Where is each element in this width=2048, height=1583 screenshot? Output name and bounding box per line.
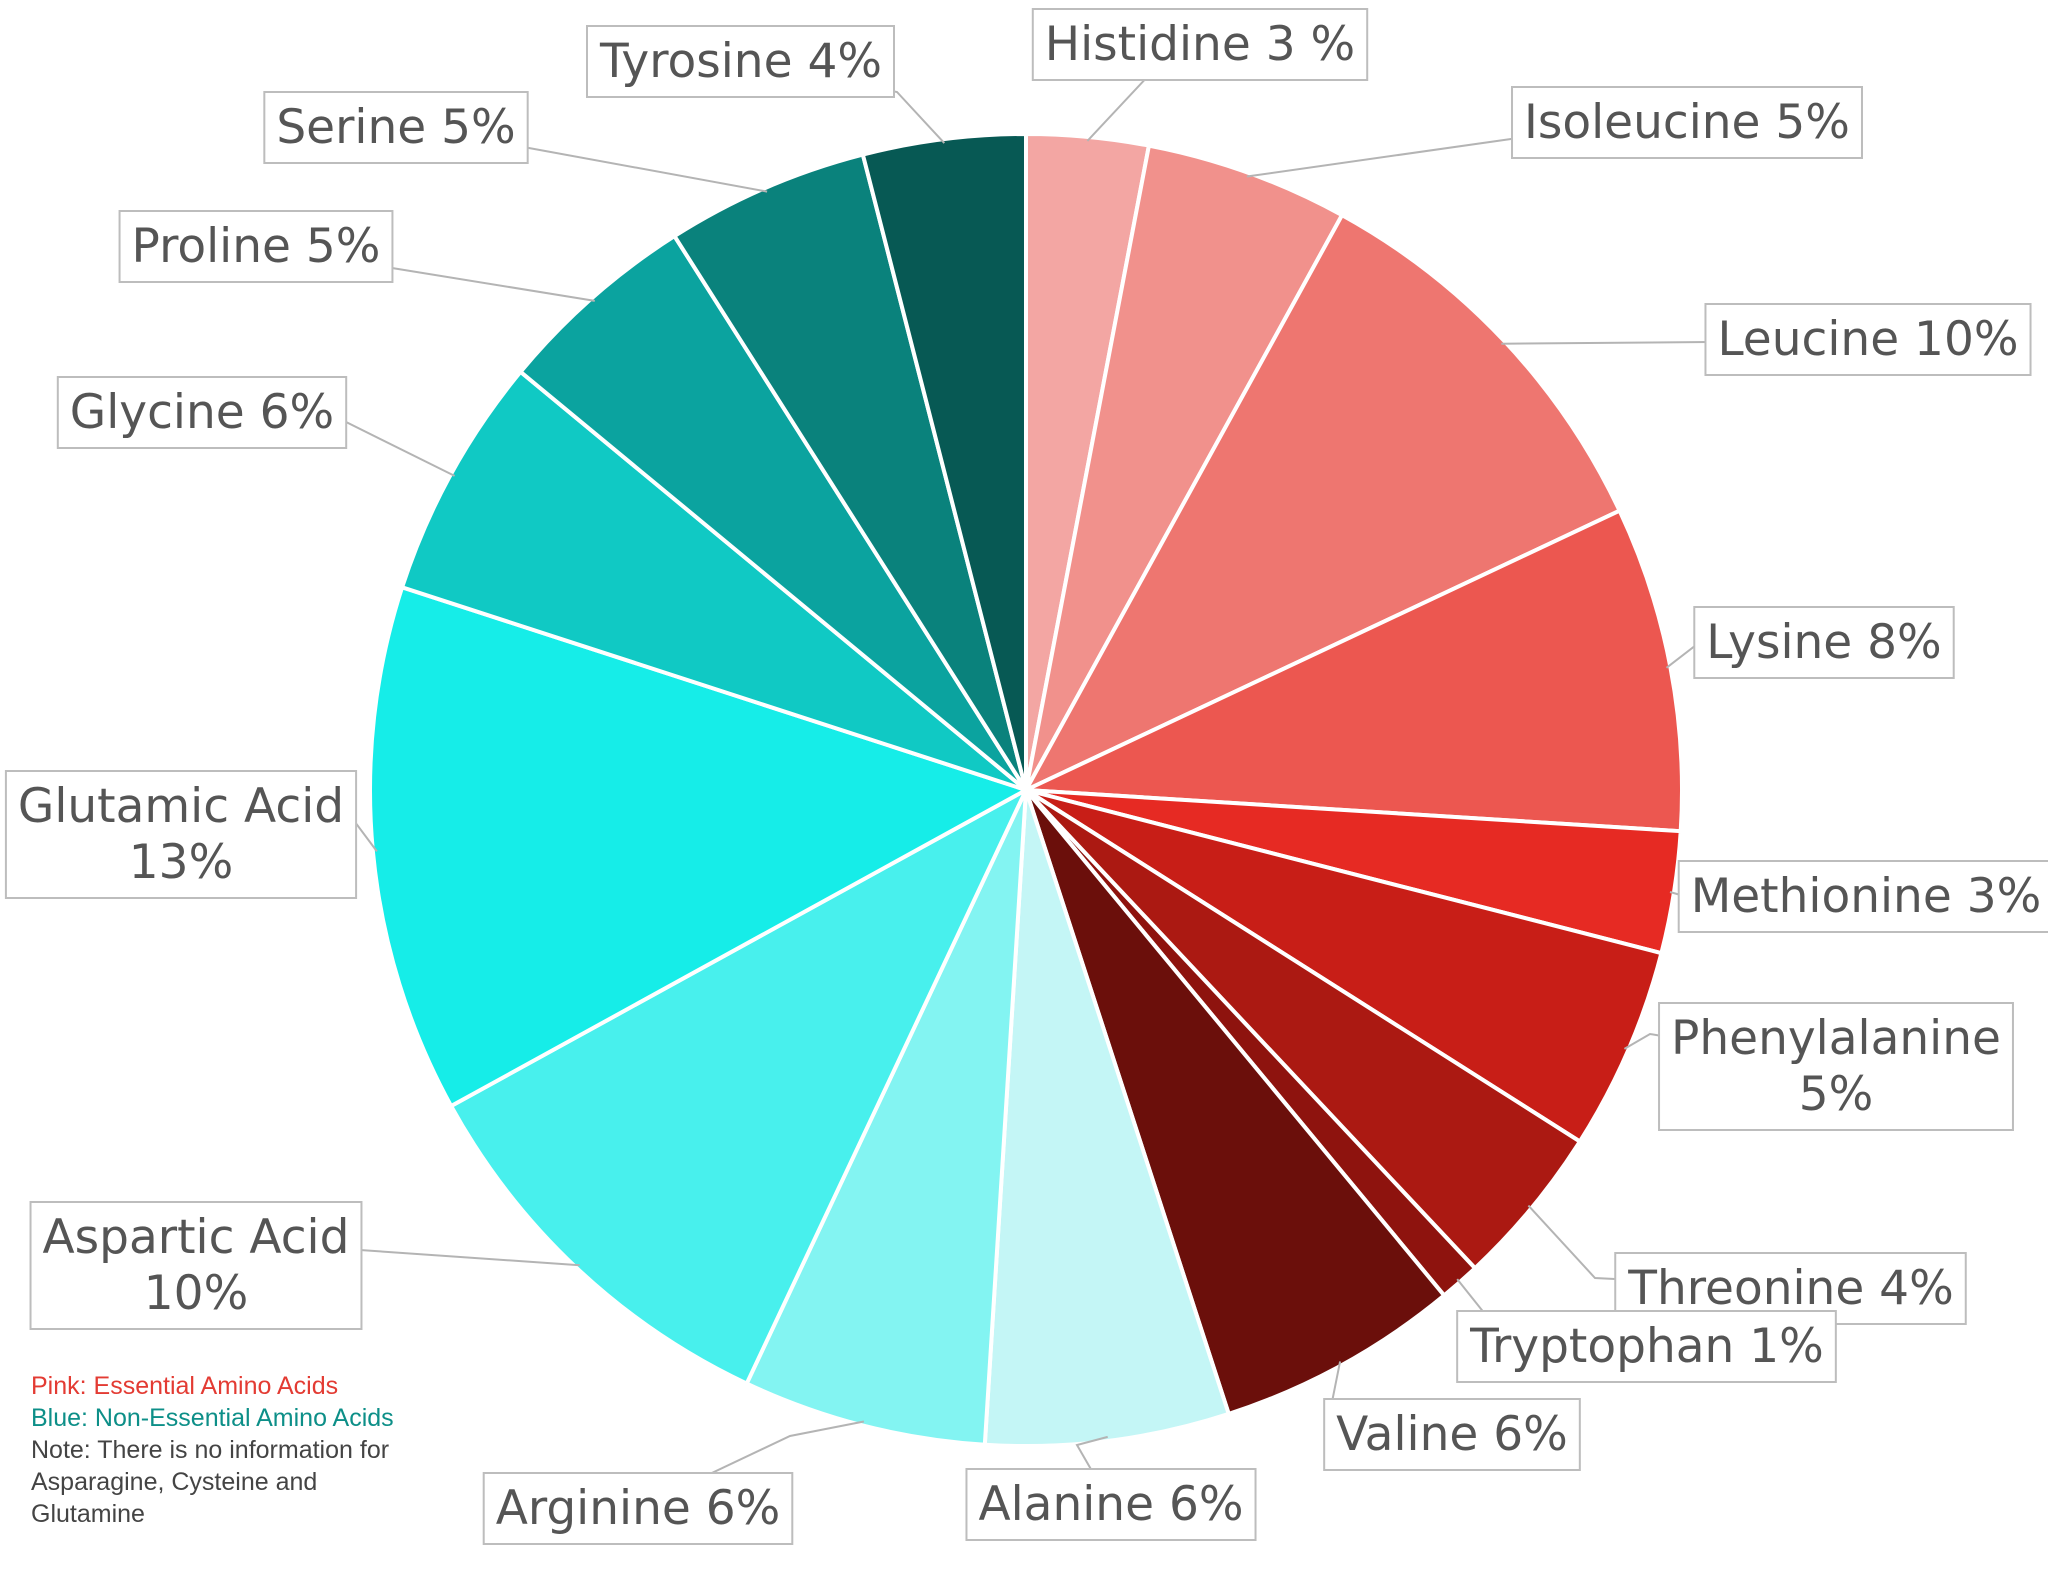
slice-label: Tryptophan 1% — [1456, 1310, 1837, 1383]
slice-label-text: Arginine 6% — [496, 1481, 781, 1536]
slice-label-text: Tyrosine 4% — [599, 34, 882, 89]
label-box — [118, 210, 394, 283]
label-box — [263, 91, 529, 164]
label-box — [1658, 1002, 2014, 1131]
slice-label: Serine 5% — [263, 91, 529, 164]
label-box — [965, 1468, 1257, 1541]
slice-label-text: Alanine 6% — [978, 1477, 1243, 1532]
label-box — [1456, 1310, 1837, 1383]
slice-label-text: Aspartic Acid 10% — [43, 1210, 350, 1321]
slice-label-text: Histidine 3 % — [1045, 17, 1355, 72]
pie-slice — [1024, 788, 1447, 1417]
label-box — [4, 770, 358, 899]
label-box — [1323, 1398, 1581, 1471]
slice-label: Alanine 6% — [965, 1468, 1257, 1541]
slice-label: Valine 6% — [1323, 1398, 1581, 1471]
slice-label: Methionine 3% — [1677, 860, 2048, 933]
note-essential: Pink: Essential Amino Acids — [31, 1372, 339, 1400]
slice-label: Glycine 6% — [56, 376, 348, 449]
label-box — [1677, 860, 2048, 933]
slice-label: Leucine 10% — [1704, 303, 2032, 376]
pie-slice — [982, 789, 1232, 1449]
label-box — [29, 1201, 363, 1330]
label-box — [1693, 606, 1955, 679]
slice-label: Proline 5% — [118, 210, 394, 283]
pie-slice — [1021, 212, 1623, 795]
slice-label-text: Phenylalanine 5% — [1671, 1011, 2001, 1122]
label-box — [1704, 303, 2032, 376]
pie-slice — [671, 152, 1028, 792]
label-box — [56, 376, 348, 449]
slice-label: Lysine 8% — [1693, 606, 1955, 679]
slice-label: Isoleucine 5% — [1511, 86, 1863, 159]
slice-label-text: Glycine 6% — [70, 385, 334, 440]
pie-slice — [517, 233, 1028, 792]
slice-label-text: Methionine 3% — [1691, 869, 2042, 924]
pie-slice — [368, 584, 1032, 1109]
pie-slices — [368, 131, 1685, 1449]
slice-label-text: Leucine 10% — [1717, 312, 2018, 367]
label-box — [1031, 8, 1369, 81]
slice-label-text: Isoleucine 5% — [1524, 95, 1850, 150]
chart-notes: Pink: Essential Amino Acids Blue: Non-Es… — [31, 1370, 431, 1530]
slice-label-text: Tryptophan 1% — [1469, 1319, 1824, 1374]
slice-label: Tyrosine 4% — [586, 25, 895, 98]
note-missing-info: Note: There is no information for Aspara… — [31, 1436, 390, 1528]
slice-label-text: Proline 5% — [132, 219, 381, 274]
slice-label-text: Threonine 4% — [1627, 1261, 1954, 1316]
pie-slice — [744, 789, 1028, 1447]
slice-label: Phenylalanine 5% — [1658, 1002, 2014, 1131]
label-box — [1511, 86, 1863, 159]
slice-label: Glutamic Acid 13% — [4, 770, 358, 899]
slice-label: Arginine 6% — [482, 1472, 794, 1545]
slice-label-text: Lysine 8% — [1706, 615, 1941, 670]
pie-slice — [1024, 788, 1664, 1145]
slice-label: Aspartic Acid 10% — [29, 1201, 363, 1330]
pie-slice — [1024, 143, 1345, 791]
pie-slice — [448, 785, 1031, 1387]
label-box — [482, 1472, 794, 1545]
label-box — [586, 25, 895, 98]
slice-labels: Histidine 3 % Isoleucine 5% Leucine 10% Lys… — [4, 8, 2048, 1545]
slice-label: Histidine 3 % — [1031, 8, 1369, 81]
slice-label-text: Valine 6% — [1336, 1407, 1568, 1462]
pie-slice — [860, 131, 1028, 791]
pie-slice — [1025, 508, 1685, 834]
slice-label-text: Serine 5% — [276, 100, 515, 155]
note-non-essential: Blue: Non-Essential Amino Acids — [31, 1404, 394, 1432]
slice-label-text: Glutamic Acid 13% — [18, 779, 344, 890]
